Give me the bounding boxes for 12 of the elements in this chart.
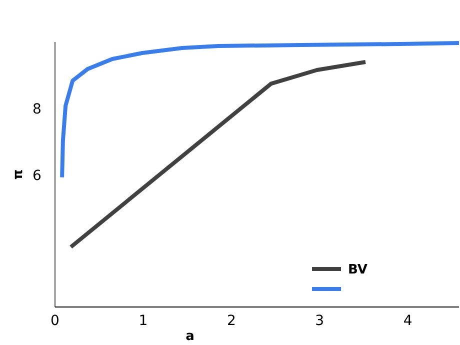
y-tick-label: 8 [32, 102, 42, 118]
line-series [68, 60, 368, 249]
x-tick-label: 3 [315, 313, 324, 329]
y-axis-title: π [11, 169, 26, 180]
x-tick-label: 2 [226, 313, 236, 329]
x-axis-title: a [186, 329, 194, 344]
line-series [60, 41, 459, 180]
x-tick-label: 0 [50, 313, 60, 329]
x-tick-label: 4 [403, 313, 412, 329]
legend-label: BV [348, 262, 368, 278]
x-tick-label: 1 [138, 313, 148, 329]
y-tick-label: 6 [32, 168, 42, 184]
